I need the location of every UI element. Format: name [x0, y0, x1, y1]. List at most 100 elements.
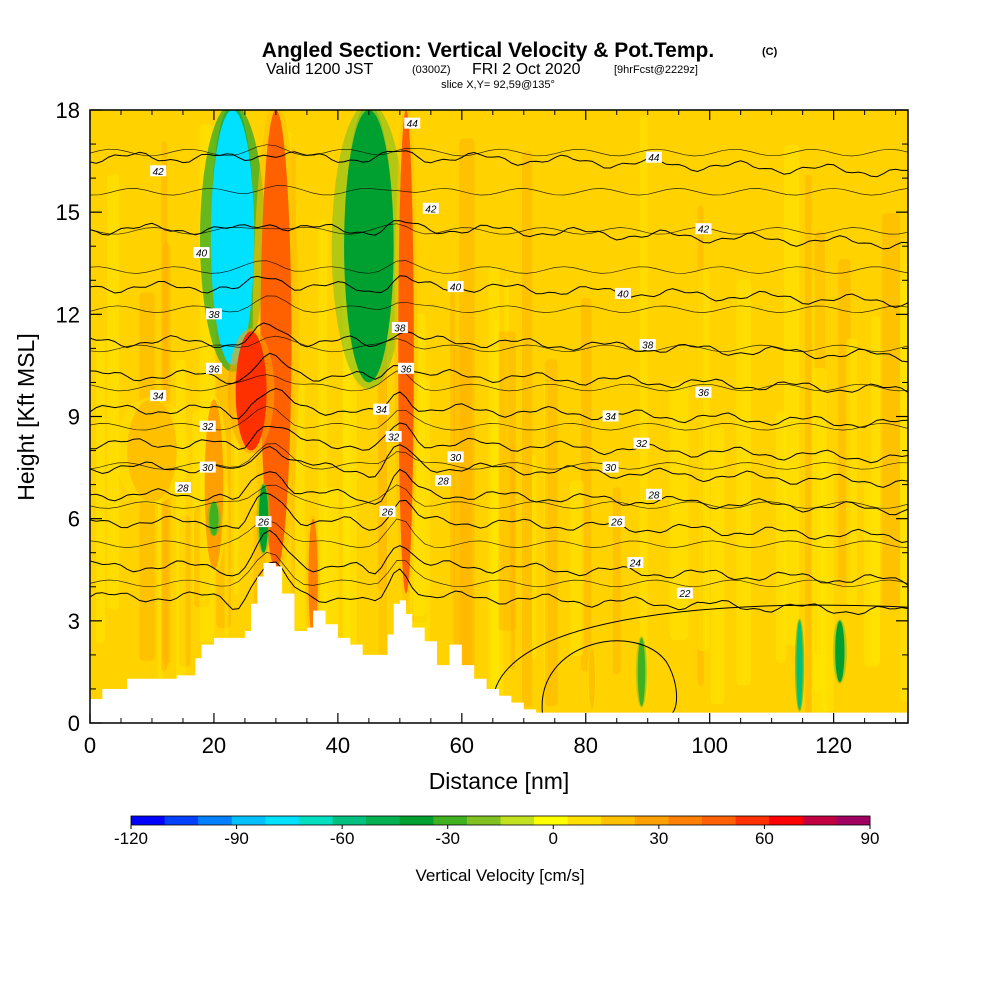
velocity-texture-streak	[783, 145, 800, 646]
subtitle-valid: Valid 1200 JST	[266, 61, 374, 78]
pot-temp-contour	[90, 444, 908, 488]
contour-label-box	[676, 587, 693, 599]
chart-title-unit: (C)	[762, 46, 778, 58]
contour-label-text: 32	[636, 439, 648, 450]
x-tick-label: 80	[574, 733, 598, 758]
contour-label-text: 32	[388, 432, 400, 443]
velocity-texture-streak	[697, 269, 710, 652]
colorbar-tick-label: -120	[114, 829, 148, 848]
colorbar-swatch	[634, 816, 669, 825]
colorbar-tick-label: 0	[549, 829, 558, 848]
colorbar-tick-label: -30	[435, 829, 460, 848]
velocity-texture-streak	[488, 265, 500, 723]
contour-label-box	[404, 117, 421, 129]
colorbar-swatch	[399, 816, 434, 825]
velocity-band	[127, 399, 177, 502]
velocity-band	[588, 648, 596, 710]
contour-label: 30	[602, 461, 619, 474]
velocity-texture-streak	[775, 410, 787, 664]
pot-temp-contour	[90, 260, 908, 274]
contour-label-box	[385, 430, 402, 442]
contour-label-box	[205, 308, 222, 320]
contour-label-text: 36	[698, 388, 710, 399]
contour-label: 28	[174, 482, 191, 495]
pot-temp-contours	[90, 144, 908, 714]
contour-label-text: 40	[196, 249, 208, 260]
velocity-texture-streak	[510, 443, 516, 671]
colorbar-tick-label: -90	[224, 829, 249, 848]
velocity-texture-streak	[459, 138, 475, 677]
contour-label-box	[695, 223, 712, 235]
y-tick-label: 6	[68, 507, 80, 532]
contour-label: 42	[150, 165, 167, 178]
contour-label-text: 34	[376, 405, 388, 416]
velocity-texture-streak	[450, 291, 456, 591]
subtitle-utc: (0300Z)	[412, 64, 451, 76]
contour-label-text: 42	[153, 167, 165, 178]
contour-label: 40	[614, 287, 631, 300]
pot-temp-contour	[90, 387, 908, 428]
contour-label-text: 28	[437, 477, 450, 488]
velocity-band	[235, 331, 267, 451]
colorbar-swatch	[332, 816, 367, 825]
x-axis-label: Distance [nm]	[429, 768, 570, 794]
pot-temp-contour	[90, 468, 908, 516]
contour-label-box	[373, 403, 390, 415]
velocity-texture-streak	[318, 219, 328, 692]
colorbar-frame	[130, 815, 871, 826]
x-tick-label: 60	[450, 733, 474, 758]
contour-label-box	[633, 437, 650, 449]
contour-label-text: 36	[400, 364, 412, 375]
contour-label-box	[614, 287, 631, 299]
velocity-band	[209, 501, 219, 536]
y-axis-label: Height [Kft MSL]	[13, 333, 39, 500]
colorbar-swatch	[802, 816, 837, 825]
contour-label-text: 26	[610, 518, 623, 529]
contour-label: 30	[199, 461, 216, 474]
contour-label: 30	[447, 451, 464, 464]
contour-label: 36	[695, 386, 712, 399]
colorbar-swatch	[164, 816, 199, 825]
contour-label-box	[608, 516, 625, 528]
contour-label-text: 36	[208, 364, 220, 375]
contour-label: 32	[633, 437, 650, 450]
contour-label-box	[199, 420, 216, 432]
terrain-mask	[90, 562, 908, 723]
velocity-band	[344, 110, 394, 383]
pot-temp-contour	[541, 640, 678, 714]
y-tick-label: 0	[68, 711, 80, 736]
contour-label: 38	[639, 338, 656, 351]
velocity-band	[637, 637, 646, 706]
x-tick-label: 40	[326, 733, 350, 758]
x-tick-label: 120	[815, 733, 852, 758]
pot-temp-contour	[90, 352, 908, 393]
contour-labels: 44 44 42 42 42 40 40 40 38 38 38 36 36 36 34 34 34 32 32 32…	[150, 117, 712, 600]
velocity-band	[398, 110, 414, 594]
velocity-texture-streak	[581, 298, 592, 672]
pot-temp-contour	[90, 295, 908, 313]
pot-temp-contour	[90, 561, 908, 616]
contour-label-text: 44	[648, 153, 660, 164]
contour-label-text: 40	[450, 283, 462, 294]
pot-temp-contour	[90, 422, 908, 464]
vertical-velocity-field	[114, 110, 847, 712]
contour-label-text: 42	[698, 225, 710, 236]
colorbar-swatch	[298, 816, 334, 825]
pot-temp-contour	[90, 492, 908, 544]
x-axis-ticks: 0 20 40 60 80 100 120	[84, 110, 897, 758]
velocity-texture-streak	[532, 454, 537, 660]
velocity-band	[308, 518, 318, 638]
velocity-band	[210, 110, 255, 366]
colorbar-swatch	[198, 816, 233, 825]
contour-label-text: 38	[642, 340, 654, 351]
colorbar-swatch	[366, 816, 401, 825]
velocity-band	[796, 620, 803, 710]
contour-label: 28	[435, 475, 452, 488]
contour-label: 38	[205, 308, 222, 321]
y-tick-label: 9	[68, 405, 80, 430]
contour-label-box	[639, 338, 656, 350]
contour-label-text: 34	[153, 392, 165, 403]
contour-label-text: 42	[425, 204, 437, 215]
contour-label-box	[150, 390, 167, 402]
